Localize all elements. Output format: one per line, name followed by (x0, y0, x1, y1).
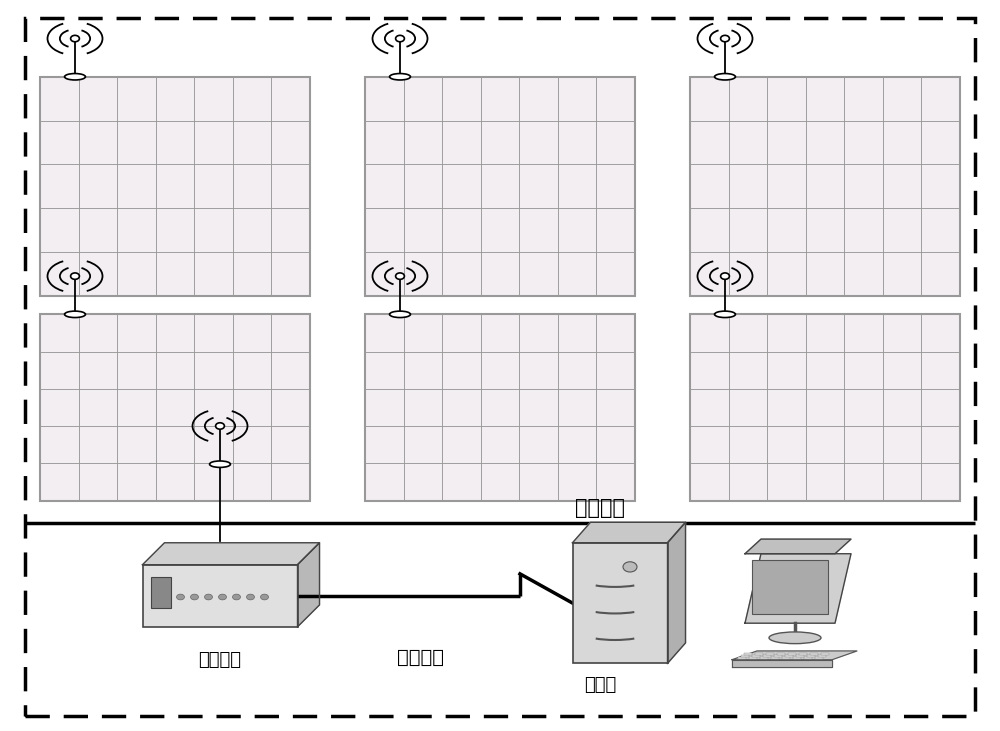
Ellipse shape (715, 311, 735, 317)
Bar (774, 655, 782, 656)
Bar (40, 314, 310, 501)
Circle shape (396, 35, 404, 42)
Circle shape (396, 273, 404, 279)
Bar (804, 657, 812, 659)
Circle shape (260, 594, 268, 600)
Circle shape (71, 35, 79, 42)
Ellipse shape (210, 461, 230, 467)
Circle shape (216, 423, 224, 429)
Bar (763, 655, 771, 656)
Bar (760, 657, 768, 659)
Bar (40, 77, 310, 296)
Polygon shape (298, 542, 320, 627)
Bar (143, 564, 298, 627)
Bar (365, 77, 635, 296)
Text: 无线网关: 无线网关 (198, 651, 242, 669)
Circle shape (721, 35, 729, 42)
Circle shape (721, 273, 729, 279)
Bar (151, 577, 171, 608)
Text: 仓储区域: 仓储区域 (575, 498, 625, 518)
Ellipse shape (769, 632, 821, 644)
Bar (771, 657, 779, 659)
Bar (815, 657, 823, 659)
Ellipse shape (390, 311, 410, 317)
Polygon shape (732, 659, 832, 667)
Bar (741, 655, 749, 656)
Bar (752, 655, 760, 656)
Bar (785, 655, 793, 656)
Bar (365, 314, 635, 501)
Ellipse shape (390, 74, 410, 80)
Bar (755, 653, 763, 655)
Bar (821, 653, 829, 655)
Circle shape (623, 561, 637, 572)
Bar (749, 657, 757, 659)
Ellipse shape (65, 74, 85, 80)
Polygon shape (732, 651, 857, 659)
Bar (777, 653, 785, 655)
Polygon shape (572, 522, 686, 542)
Bar (818, 655, 826, 656)
Bar (788, 653, 796, 655)
Bar (572, 542, 668, 664)
Bar (799, 653, 807, 655)
Bar (810, 653, 818, 655)
Bar (793, 657, 801, 659)
Polygon shape (745, 554, 851, 623)
Bar (744, 653, 752, 655)
Circle shape (71, 273, 79, 279)
Ellipse shape (65, 311, 85, 317)
Text: 办公区域: 办公区域 (396, 648, 444, 667)
Circle shape (219, 594, 227, 600)
Circle shape (177, 594, 185, 600)
Bar (796, 655, 804, 656)
Circle shape (205, 594, 213, 600)
Bar (766, 653, 774, 655)
Bar (690, 314, 960, 501)
Bar (782, 657, 790, 659)
Circle shape (233, 594, 241, 600)
Circle shape (247, 594, 255, 600)
Polygon shape (668, 522, 686, 664)
Bar (690, 77, 960, 296)
Ellipse shape (715, 74, 735, 80)
Circle shape (191, 594, 199, 600)
Polygon shape (745, 539, 851, 554)
Polygon shape (143, 542, 320, 564)
Bar (752, 560, 828, 614)
Bar (738, 657, 746, 659)
Bar (807, 655, 815, 656)
Text: 服务器: 服务器 (584, 676, 616, 694)
